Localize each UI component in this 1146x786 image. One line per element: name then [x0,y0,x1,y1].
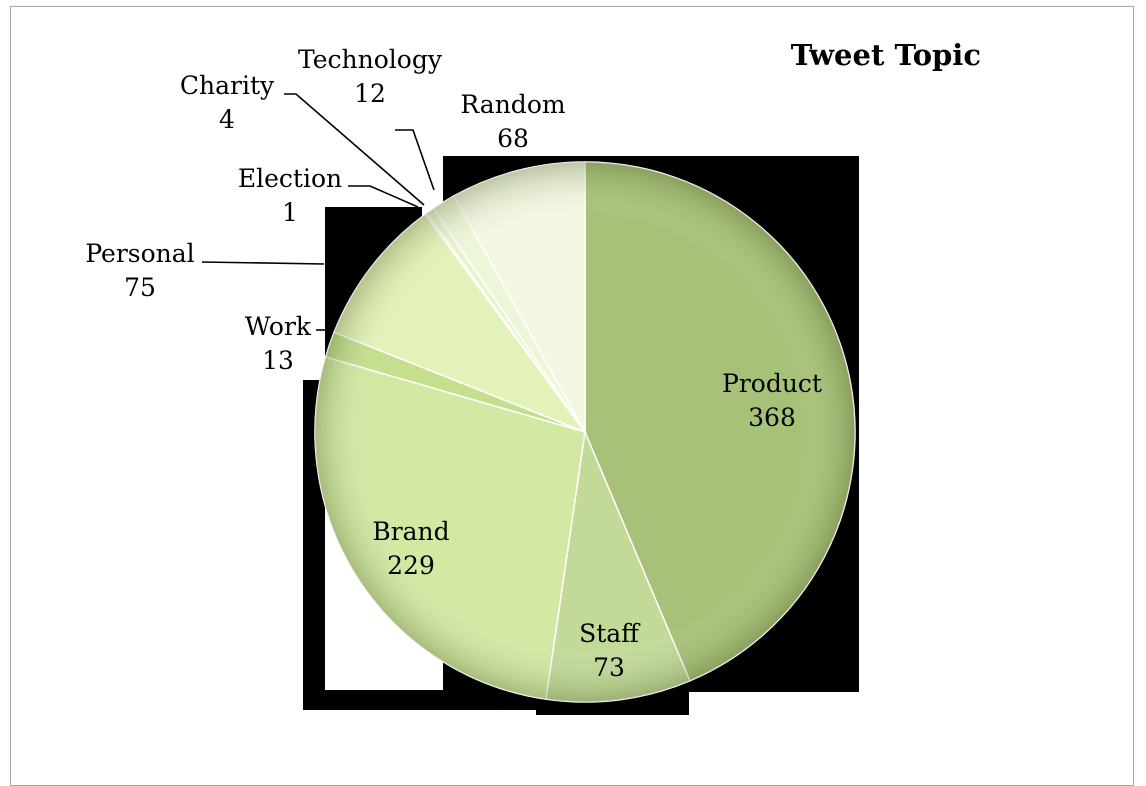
slice-value-election: 1 [282,198,298,227]
slice-value-random: 68 [497,124,529,153]
slice-value-brand: 229 [387,551,435,580]
slice-label-random: Random [460,90,565,119]
slice-value-charity: 4 [219,105,235,134]
leader-line-technology [395,129,435,191]
slice-label-election: Election [238,164,342,193]
slice-label-product: Product [722,369,822,398]
render-artifact-2 [303,690,543,710]
slice-label-technology: Technology [298,45,443,74]
slice-value-personal: 75 [124,273,156,302]
slice-value-technology: 12 [354,79,386,108]
slice-label-personal: Personal [85,239,194,268]
slice-label-brand: Brand [372,517,449,546]
slice-label-work: Work [245,312,312,341]
slice-label-charity: Charity [180,71,275,100]
chart-title: Tweet Topic [790,38,981,72]
leader-line-personal [201,261,325,265]
slice-label-staff: Staff [579,619,641,648]
leader-line-charity [284,93,425,206]
slice-value-product: 368 [748,403,796,432]
slice-value-work: 13 [262,346,294,375]
leader-line-election [348,185,419,208]
slice-value-staff: 73 [593,653,625,682]
